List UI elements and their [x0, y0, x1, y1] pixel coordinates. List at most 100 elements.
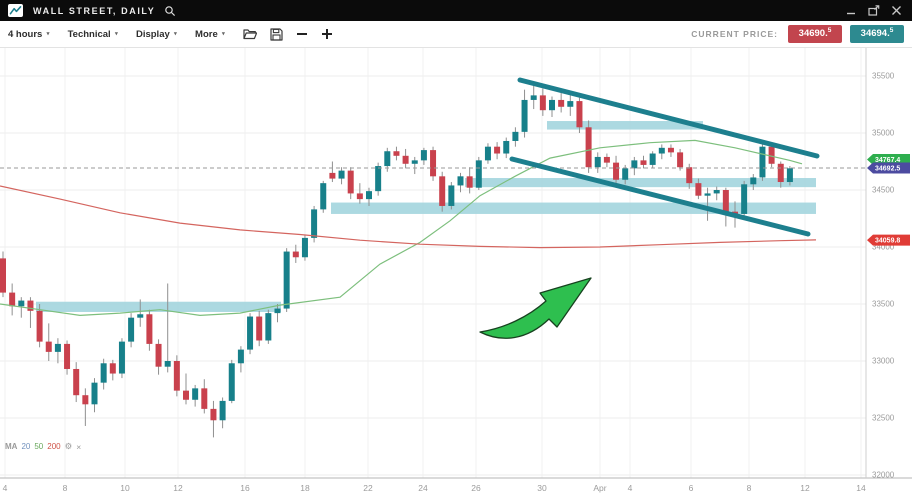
candle-bear — [558, 99, 565, 107]
x-tick-label: 8 — [63, 483, 68, 493]
candle-bull — [411, 160, 418, 164]
candle-bull — [384, 151, 391, 167]
timeframe-dropdown[interactable]: 4 hours ▾ — [8, 28, 50, 40]
chevron-down-icon: ▾ — [173, 30, 178, 38]
candle-bull — [503, 140, 510, 154]
ma-period-20: 20 — [21, 442, 31, 451]
search-icon[interactable] — [164, 5, 176, 17]
candle-bull — [128, 317, 135, 342]
candle-bull — [750, 177, 757, 185]
candle-bear — [347, 170, 354, 194]
zoom-out-icon[interactable] — [296, 28, 308, 40]
candle-bull — [100, 363, 107, 383]
candle-bear — [667, 147, 674, 153]
candle-bear — [732, 211, 738, 214]
candle-bull — [247, 316, 254, 350]
candle-bull — [530, 95, 537, 100]
candle-bear — [9, 292, 16, 307]
minimize-icon[interactable] — [846, 5, 857, 16]
candle-bull — [375, 166, 382, 192]
candle-bear — [585, 127, 592, 168]
y-tick-label: 32500 — [872, 414, 895, 423]
open-folder-icon[interactable] — [243, 28, 257, 40]
x-tick-label: 18 — [300, 483, 310, 493]
candle-bull — [713, 190, 720, 194]
candle-bear — [173, 361, 180, 391]
candle-bull — [311, 209, 318, 238]
candle-bear — [695, 183, 702, 196]
candle-bull — [420, 150, 427, 161]
y-tick-label: 33500 — [872, 300, 895, 309]
zoom-in-icon[interactable] — [321, 28, 333, 40]
y-tick-label: 32000 — [872, 471, 895, 480]
ask-price-badge[interactable]: 34694.5 — [850, 25, 904, 43]
x-tick-label: 4 — [628, 483, 633, 493]
candle-bull — [484, 146, 491, 161]
candle-bear — [210, 408, 217, 421]
candle-bear — [613, 162, 620, 180]
x-tick-label: 8 — [747, 483, 752, 493]
x-tick-label: 24 — [418, 483, 428, 493]
candle-bear — [27, 300, 34, 311]
candle-bull — [301, 237, 308, 258]
ma-indicator-legend: MA 20 50 200 ⚙ × — [5, 441, 81, 452]
candle-bull — [658, 147, 665, 154]
ma-label: MA — [5, 442, 18, 451]
candle-bear — [494, 146, 501, 154]
y-tick-label: 35000 — [872, 129, 895, 138]
ma-remove-icon[interactable]: × — [76, 441, 82, 452]
more-menu[interactable]: More ▾ — [195, 28, 225, 40]
ma-period-50: 50 — [34, 442, 44, 451]
candle-bear — [466, 176, 473, 188]
candle-bull — [219, 400, 226, 421]
bid-price-badge[interactable]: 34690.5 — [788, 25, 842, 43]
sr-zone — [331, 202, 816, 214]
candle-bear — [356, 193, 363, 200]
trendline — [509, 156, 811, 237]
x-tick-label: 12 — [800, 483, 810, 493]
candle-bear — [45, 341, 52, 352]
candle-bear — [0, 258, 6, 293]
candle-bear — [402, 155, 409, 164]
candle-bull — [594, 156, 601, 168]
candle-bear — [329, 172, 336, 179]
candle-bull — [521, 99, 528, 132]
candle-bear — [36, 310, 43, 342]
display-menu[interactable]: Display ▾ — [135, 28, 178, 40]
up-arrow-annotation — [479, 277, 592, 339]
x-tick-label: 14 — [856, 483, 866, 493]
popout-window-icon[interactable] — [868, 5, 880, 16]
candle-bear — [109, 363, 116, 374]
candle-bull — [320, 183, 327, 210]
ma-period-200: 200 — [47, 442, 61, 451]
chart-title: WALL STREET, DAILY — [33, 5, 156, 16]
candle-bull — [622, 168, 629, 180]
close-icon[interactable] — [891, 5, 902, 16]
technical-menu[interactable]: Technical ▾ — [67, 28, 118, 40]
price-chart[interactable]: 35500 35000 34500 34000 33500 33000 32500 32000… — [0, 48, 912, 499]
candle-bull — [283, 251, 290, 309]
candle-bear — [640, 160, 647, 165]
current-price-label: CURRENT PRICE: — [691, 29, 778, 39]
candle-bull — [457, 176, 464, 186]
candle-bull — [265, 313, 272, 341]
save-icon[interactable] — [270, 27, 283, 41]
candle-bear — [576, 101, 583, 128]
candle-bull — [274, 308, 281, 314]
candle-bull — [91, 382, 98, 405]
candle-bear — [393, 151, 400, 156]
price-tag — [867, 154, 910, 166]
price-tag-value: 34692.5 — [875, 166, 900, 173]
price-tag — [867, 234, 910, 246]
chart-area[interactable]: 35500 35000 34500 34000 33500 33000 32500 32000… — [0, 48, 912, 499]
candle-bull — [192, 388, 199, 400]
chevron-down-icon: ▾ — [114, 30, 118, 38]
candle-bull — [549, 99, 555, 111]
candle-bear — [777, 163, 784, 183]
y-tick-label: 34500 — [872, 186, 895, 195]
ma-settings-gear-icon[interactable]: ⚙ — [64, 441, 73, 451]
y-tick-label: 34000 — [872, 243, 895, 252]
sr-zone — [465, 178, 816, 188]
candle-bear — [439, 176, 446, 206]
x-tick-label: 6 — [689, 483, 694, 493]
